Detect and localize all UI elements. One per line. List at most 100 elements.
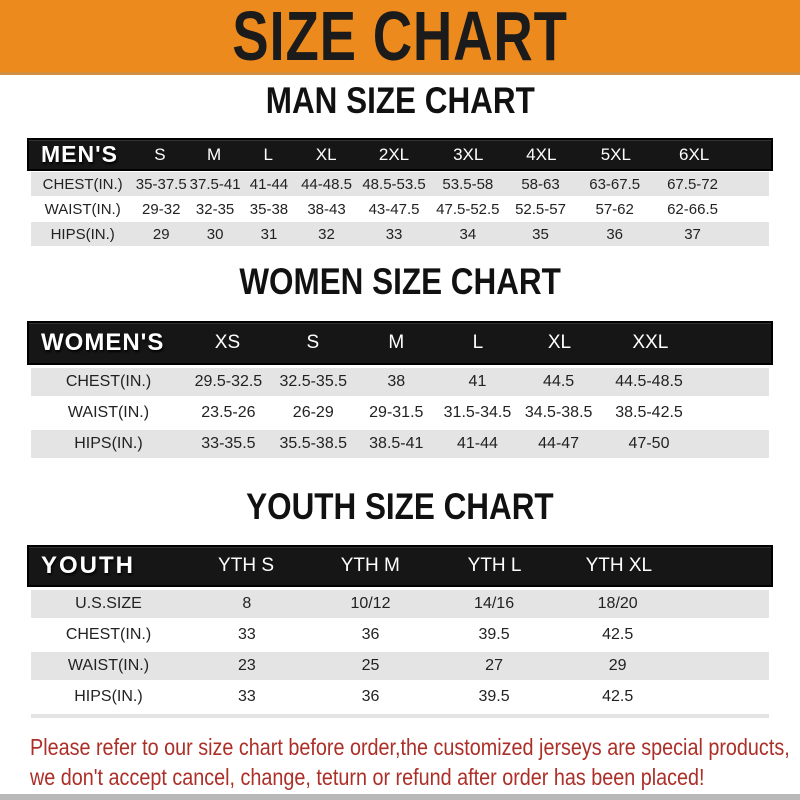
youth-size-table: YOUTH YTH S YTH M YTH L YTH XL U.S.SIZE 8 10/12… (27, 545, 773, 718)
size-value-cell: 25 (361, 657, 380, 674)
size-value-cell: 42.5 (602, 688, 634, 705)
column-header: XXL (632, 332, 669, 353)
row-label: HIPS(IN.) (74, 435, 143, 452)
size-value-cell: 29.5-32.5 (194, 373, 263, 390)
table-corner-label: MEN'S (41, 141, 118, 167)
size-value-cell: 38.5-41 (369, 435, 424, 452)
women-size-table: WOMEN'S XS S M L XL XXL CHEST(IN.) 29.5-32.5 32.5… (27, 321, 773, 458)
size-value-cell: 31 (260, 225, 278, 243)
size-value-cell: 41-44 (456, 435, 498, 452)
man-section-heading: MAN SIZE CHART (0, 80, 800, 121)
size-chart-banner: SIZE CHART (0, 0, 800, 75)
size-value-cell: 35.5-38.5 (279, 435, 348, 452)
column-header: L (263, 144, 273, 164)
table-body: CHEST(IN.) 29.5-32.5 32.5-35.5 38 41 44.5 44.5… (31, 368, 769, 458)
column-header: L (472, 332, 484, 353)
size-value-cell: 33 (385, 225, 403, 243)
size-value-cell: 32.5-35.5 (279, 373, 348, 390)
size-value-cell: 36 (606, 225, 624, 243)
table-body: CHEST(IN.) 35-37.5 37.5-41 41-44 44-48.5 48.5… (31, 172, 769, 246)
size-value-cell: 44.5 (543, 373, 575, 390)
size-value-cell: 44-48.5 (301, 175, 352, 193)
size-value-cell: 62-66.5 (667, 200, 718, 218)
column-header: XL (547, 332, 572, 353)
size-value-cell: 47-50 (628, 435, 670, 452)
size-value-cell: 52.5-57 (515, 200, 566, 218)
row-label: U.S.SIZE (75, 595, 142, 612)
footer-note: Please refer to our size chart before or… (30, 733, 800, 792)
size-value-cell: 23.5-26 (201, 404, 256, 421)
column-header: XL (315, 144, 337, 164)
column-header: M (388, 332, 405, 353)
row-label: WAIST(IN.) (67, 404, 150, 421)
table-row: CHEST(IN.) 35-37.5 37.5-41 41-44 44-48.5 48.5… (31, 172, 769, 196)
size-value-cell: 34.5-38.5 (524, 404, 593, 421)
size-value-cell: 33-35.5 (201, 435, 256, 452)
column-header: 6XL (678, 144, 710, 164)
row-label: CHEST(IN.) (65, 626, 152, 643)
size-value-cell: 53.5-58 (442, 175, 494, 193)
size-value-cell: 36 (361, 688, 380, 705)
column-header: 2XL (378, 144, 410, 164)
table-corner-label: WOMEN'S (41, 329, 165, 356)
banner-title: SIZE CHART (232, 0, 568, 75)
table-row: WAIST(IN.) 29-32 32-35 35-38 38-43 43-47.5 47.… (31, 197, 769, 221)
size-value-cell: 42.5 (602, 626, 634, 643)
size-value-cell: 57-62 (595, 200, 634, 218)
table-row: HIPS(IN.) 33-35.5 35.5-38.5 38.5-41 41-44 44-… (31, 430, 769, 458)
row-label: WAIST(IN.) (67, 657, 150, 674)
youth-section-heading: YOUTH SIZE CHART (0, 486, 800, 527)
table-header-row: YOUTH YTH S YTH M YTH L YTH XL (27, 545, 773, 587)
table-header-row: WOMEN'S XS S M L XL XXL (27, 321, 773, 365)
column-header: 5XL (600, 144, 631, 164)
size-value-cell: 41-44 (249, 175, 289, 193)
size-value-cell: 38.5-42.5 (615, 404, 683, 421)
size-value-cell: 37 (684, 225, 701, 243)
size-value-cell: 39.5 (478, 626, 510, 643)
size-value-cell: 44-47 (538, 435, 580, 452)
size-value-cell: 34 (459, 225, 477, 243)
size-value-cell: 8 (242, 595, 252, 612)
size-value-cell: 47.5-52.5 (436, 200, 500, 218)
column-header: M (207, 144, 222, 164)
size-value-cell: 29 (152, 225, 170, 243)
column-header: XS (214, 332, 241, 353)
column-header: S (154, 144, 166, 164)
size-value-cell: 38-43 (307, 200, 346, 218)
column-header: S (306, 332, 320, 353)
size-value-cell: 63-67.5 (589, 175, 641, 193)
size-value-cell: 41 (468, 373, 487, 390)
size-value-cell: 29-31.5 (369, 404, 424, 421)
column-header: YTH S (218, 555, 274, 576)
size-value-cell: 67.5-72 (667, 175, 718, 193)
row-label: WAIST(IN.) (44, 200, 121, 218)
size-value-cell: 38 (387, 373, 406, 390)
size-value-cell: 27 (485, 657, 503, 674)
table-row: HIPS(IN.) 29 30 31 32 33 34 35 36 37 (31, 222, 769, 246)
size-value-cell: 29 (608, 657, 627, 674)
size-value-cell: 43-47.5 (368, 200, 420, 218)
women-section-heading: WOMEN SIZE CHART (0, 261, 800, 302)
size-value-cell: 35-38 (249, 200, 289, 218)
size-value-cell: 37.5-41 (189, 175, 241, 193)
row-label: CHEST(IN.) (65, 373, 152, 390)
size-value-cell: 48.5-53.5 (362, 175, 426, 193)
size-value-cell: 32 (318, 225, 335, 243)
size-value-cell: 33 (237, 688, 256, 705)
women-section-heading-text: WOMEN SIZE CHART (239, 261, 561, 302)
size-value-cell: 33 (237, 626, 256, 643)
size-value-cell: 58-63 (521, 175, 560, 193)
size-value-cell: 18/20 (597, 595, 638, 612)
table-row: WAIST(IN.) 23.5-26 26-29 29-31.5 31.5-34.5 34… (31, 399, 769, 427)
size-value-cell: 39.5 (478, 688, 510, 705)
footer-note-line2: we don't accept cancel, change, teturn o… (30, 763, 705, 790)
table-corner-label: YOUTH (41, 552, 135, 579)
row-label: HIPS(IN.) (50, 225, 115, 243)
column-header: YTH M (340, 555, 400, 576)
youth-section-heading-text: YOUTH SIZE CHART (246, 486, 554, 527)
column-header: 3XL (453, 144, 484, 164)
size-value-cell: 29-32 (142, 200, 181, 218)
man-section-heading-text: MAN SIZE CHART (265, 80, 535, 121)
table-row: WAIST(IN.) 23 25 27 29 (31, 652, 769, 680)
table-row: CHEST(IN.) 29.5-32.5 32.5-35.5 38 41 44.5 44.5… (31, 368, 769, 396)
